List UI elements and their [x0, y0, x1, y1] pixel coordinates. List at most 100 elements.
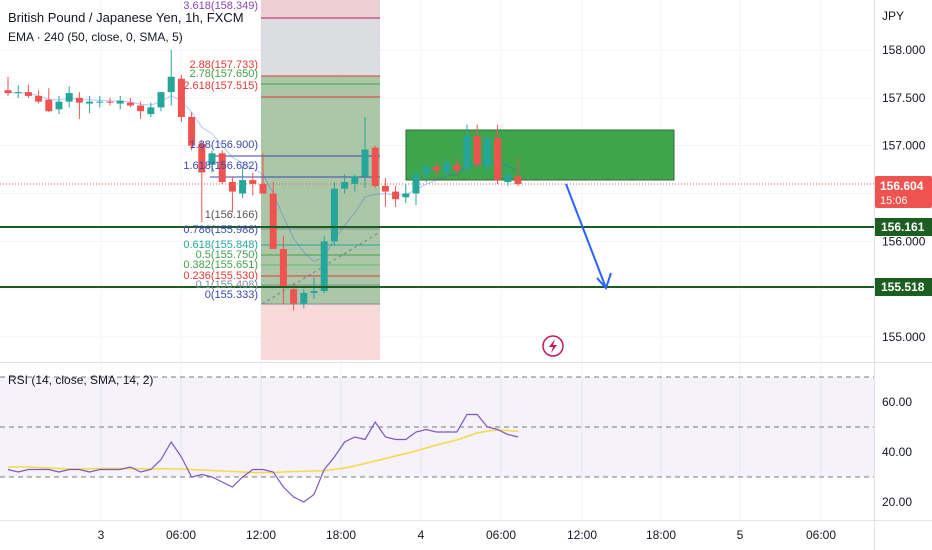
candle-down [259, 183, 267, 194]
price-tick-label: 157.000 [882, 139, 926, 153]
candle-down [106, 101, 114, 103]
candle-down [4, 90, 12, 94]
projection-arrow [565, 183, 612, 290]
lightning-icon[interactable] [542, 335, 564, 357]
fib-label-lower: 0(155.333) [205, 289, 258, 301]
candle-up [351, 176, 359, 184]
fib-label-lower: 0.618(155.848) [183, 239, 258, 251]
candle-up [330, 188, 338, 242]
currency-label: JPY [882, 9, 904, 23]
time-tick-label: 12:00 [567, 528, 597, 542]
price-tick-label: 157.500 [882, 91, 926, 105]
candle-up [412, 174, 420, 194]
candle-down [75, 97, 83, 103]
candle-down [432, 166, 440, 171]
fib-label-upper: 3.618(158.349) [183, 0, 258, 12]
rsi-tick-label: 60.00 [882, 395, 912, 409]
chart-title: British Pound / Japanese Yen, 1h, FXCM [8, 10, 244, 25]
candle-up [402, 193, 410, 198]
rsi-legend[interactable]: RSI (14, close, SMA, 14, 2) [8, 373, 153, 387]
fib-projection-region [210, 0, 381, 360]
fib-label-upper: 2.618(157.515) [183, 80, 258, 92]
candles [4, 50, 522, 311]
candle-down [177, 78, 185, 117]
candle-up [55, 101, 63, 110]
last-price-badge [875, 176, 932, 208]
candle-down [279, 248, 287, 288]
fib-label-upper: 1(156.166) [205, 209, 258, 221]
candle-up [310, 291, 318, 293]
candle-down [381, 185, 389, 192]
fib-label-lower: 0.786(155.988) [183, 224, 258, 236]
time-tick-label: 18:00 [646, 528, 676, 542]
candle-down [249, 180, 257, 184]
candle-down [392, 191, 400, 200]
candle-down [35, 95, 43, 102]
pane-divider [0, 362, 932, 363]
fib-label-upper: 1.88(156.900) [190, 139, 259, 151]
candle-down [290, 289, 298, 304]
line-value-badge [875, 218, 932, 236]
last-price-label: 156.604 [880, 179, 924, 193]
fib-label-lower: 0.236(155.530) [183, 270, 258, 282]
candle-down [453, 164, 461, 171]
candle-down [137, 105, 145, 112]
fib-label-lower: 0.1(155.408) [196, 279, 258, 291]
indicator-legend[interactable]: EMA · 240 (50, close, 0, SMA, 5) [8, 30, 183, 44]
fib-trend-line [261, 231, 381, 305]
candle-up [86, 101, 94, 104]
price-tick-label: 155.000 [882, 330, 926, 344]
fib-label-upper: 1.618(156.682) [183, 160, 258, 172]
candle-down [473, 136, 481, 165]
line-value-badge [875, 278, 932, 296]
line-value-label: 156.161 [881, 220, 925, 234]
time-axis[interactable]: 3 06:00 12:00 18:00 4 06:00 12:00 18:00 5 06:00 [98, 528, 837, 542]
fib-green-area [261, 76, 380, 304]
candle-up [147, 107, 155, 115]
countdown-label: 15:06 [880, 195, 908, 207]
candle-up [14, 92, 22, 94]
rsi-line [7, 413, 519, 503]
rsi-tick-label: 20.00 [882, 495, 912, 509]
fib-pink-bottom [261, 304, 380, 360]
candle-up [422, 166, 430, 175]
fib-label-lower: 0.5(155.750) [196, 249, 258, 261]
fib-label-upper: 2.88(157.733) [190, 59, 259, 71]
time-tick-label: 06:00 [166, 528, 196, 542]
candle-up [239, 180, 247, 194]
candle-down [269, 193, 277, 249]
price-tick-label: 156.000 [882, 234, 926, 248]
candle-down [218, 153, 226, 183]
fib-label-upper: 2.78(157.650) [190, 68, 259, 80]
price-tick-label: 158.000 [882, 43, 926, 57]
rsi-lines [7, 413, 519, 503]
supply-zone[interactable] [405, 129, 675, 181]
time-tick-label: 06:00 [486, 528, 516, 542]
candle-down [494, 138, 502, 181]
candle-up [443, 162, 451, 173]
candle-up [300, 292, 308, 304]
candle-down [45, 99, 53, 112]
candle-down [514, 176, 522, 184]
fib-pink-top [261, 0, 380, 18]
price-axis[interactable]: 158.000157.500157.000156.500156.000155.5… [875, 43, 932, 344]
price-scale-divider [874, 0, 875, 550]
candle-up [320, 241, 328, 292]
line-value-label: 155.518 [881, 280, 925, 294]
time-tick-label: 4 [418, 528, 425, 542]
candle-up [96, 101, 104, 103]
candle-up [361, 149, 369, 177]
candle-up [167, 76, 175, 93]
candle-down [228, 182, 236, 192]
rsi-axis[interactable]: 60.00 40.00 20.00 [882, 395, 912, 509]
candle-down [371, 147, 379, 186]
time-tick-label: 5 [737, 528, 744, 542]
candle-down [24, 92, 32, 96]
candle-up [65, 93, 73, 102]
time-tick-label: 12:00 [246, 528, 276, 542]
time-tick-label: 06:00 [806, 528, 836, 542]
fib-label-lower: 0.382(155.651) [183, 259, 258, 271]
candle-down [126, 102, 134, 106]
